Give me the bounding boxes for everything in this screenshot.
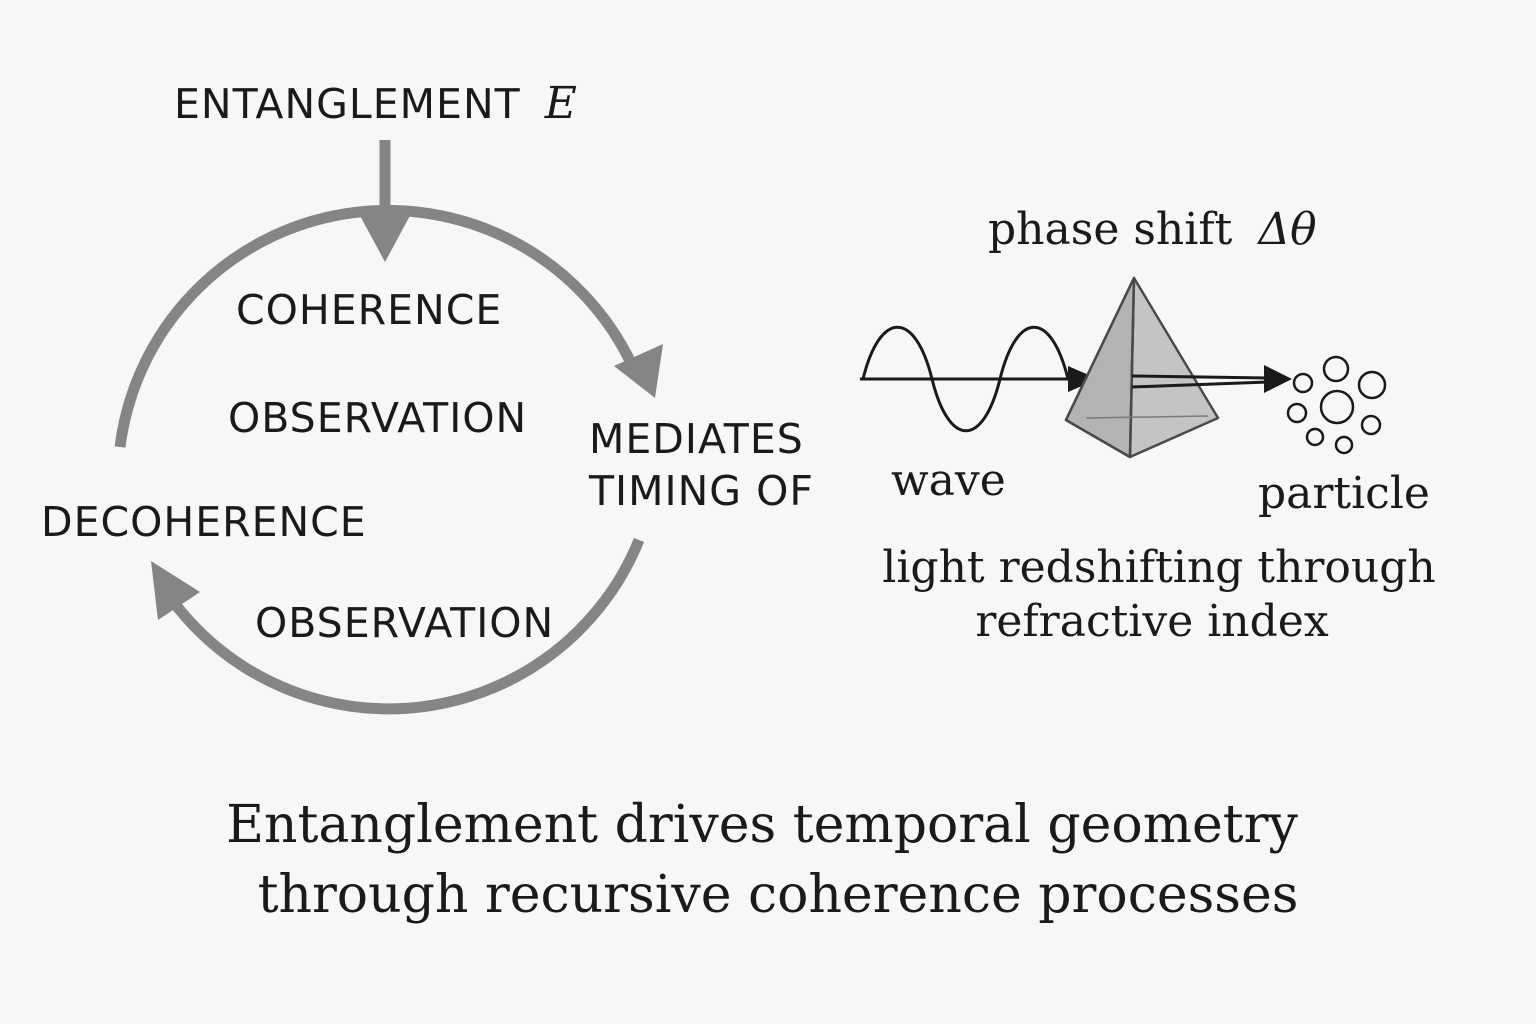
upper-cycle-arrowhead bbox=[614, 344, 663, 398]
phase-shift-symbol: Δθ bbox=[1256, 204, 1316, 255]
outgoing-ray-arrowhead bbox=[1264, 365, 1292, 393]
wave-label: wave bbox=[891, 455, 1006, 506]
upper-cycle-arrow bbox=[114, 204, 637, 448]
outgoing-ray-lower bbox=[1131, 380, 1269, 389]
observation-inner-label: OBSERVATION bbox=[228, 394, 527, 442]
decoherence-label: DECOHERENCE bbox=[41, 498, 367, 546]
wave-particle-illustration: phase shift Δθ wave bbox=[860, 204, 1436, 647]
prism-icon bbox=[1064, 276, 1220, 459]
caption-line2: through recursive coherence processes bbox=[258, 865, 1299, 925]
particle-cluster-icon bbox=[1286, 355, 1387, 455]
lower-cycle-arrowhead bbox=[151, 561, 200, 620]
refraction-label-line1: light redshifting through bbox=[882, 542, 1435, 593]
incoming-ray-arrowhead bbox=[1068, 366, 1098, 392]
entanglement-symbol: E bbox=[544, 78, 578, 129]
phase-shift-label: phase shift Δθ bbox=[988, 204, 1317, 255]
observation-lower-label: OBSERVATION bbox=[255, 599, 554, 647]
mediates-label: MEDIATES bbox=[589, 415, 804, 463]
outgoing-ray bbox=[1131, 374, 1269, 380]
entanglement-label: ENTANGLEMENT E bbox=[174, 78, 578, 129]
particle-label: particle bbox=[1258, 468, 1430, 519]
timing-of-label: TIMING OF bbox=[588, 467, 814, 515]
entanglement-arrowhead bbox=[358, 212, 412, 262]
lower-cycle-arrow bbox=[167, 537, 645, 715]
caption: Entanglement drives temporal geometry th… bbox=[226, 795, 1298, 925]
coherence-label: COHERENCE bbox=[236, 286, 502, 334]
sine-wave bbox=[861, 325, 1070, 433]
refraction-label-line2: refractive index bbox=[975, 596, 1329, 647]
coherence-cycle: ENTANGLEMENT E COHERENCE OBSERVATION DEC… bbox=[41, 78, 814, 715]
caption-line1: Entanglement drives temporal geometry bbox=[226, 795, 1298, 855]
